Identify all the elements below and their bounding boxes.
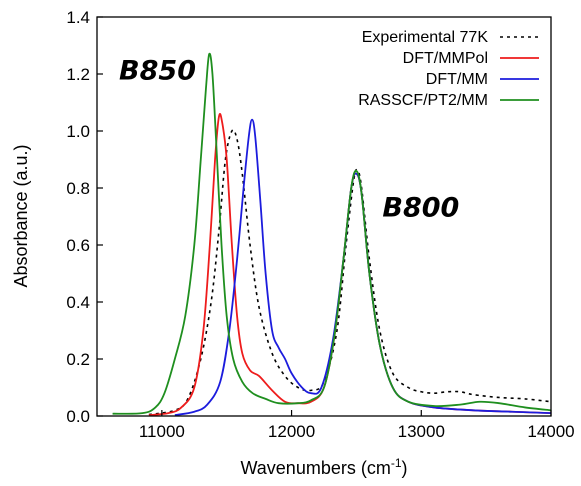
legend-label-1: DFT/MMPol bbox=[403, 50, 488, 67]
legend-label-2: DFT/MM bbox=[426, 71, 488, 88]
annotation-b850: B850 bbox=[119, 56, 196, 87]
y-tick-label: 0.0 bbox=[66, 407, 90, 426]
y-tick-label: 0.2 bbox=[66, 350, 90, 369]
series-line-0 bbox=[148, 129, 552, 416]
legend-label-0: Experimental 77K bbox=[362, 29, 489, 46]
series-layer bbox=[112, 52, 552, 417]
x-tick-label: 12000 bbox=[268, 422, 315, 441]
ticks-layer: 11000 12000 13000 14000 0.0 0.2 0.4 0.6 0.8 1.0 1.… bbox=[66, 8, 574, 441]
y-tick-label: 0.6 bbox=[66, 236, 90, 255]
legend: Experimental 77K DFT/MMPol DFT/MM RASSCF/PT… bbox=[358, 29, 539, 109]
y-tick-label: 0.4 bbox=[66, 293, 90, 312]
y-axis-label: Absorbance (a.u.) bbox=[11, 144, 31, 287]
annotation-b800: B800 bbox=[382, 193, 459, 224]
x-axis-label: Wavenumbers (cm-1) bbox=[240, 456, 407, 478]
y-tick-label: 1.2 bbox=[66, 65, 90, 84]
y-tick-label: 1.4 bbox=[66, 8, 90, 27]
x-tick-label: 14000 bbox=[527, 422, 574, 441]
plot-frame bbox=[96, 16, 552, 417]
y-tick-label: 0.8 bbox=[66, 179, 90, 198]
y-tick-label: 1.0 bbox=[66, 122, 90, 141]
annotations-layer: B850 B800 bbox=[119, 56, 459, 224]
x-tick-label: 11000 bbox=[139, 422, 185, 441]
legend-label-3: RASSCF/PT2/MM bbox=[358, 92, 488, 109]
x-tick-label: 13000 bbox=[398, 422, 445, 441]
x-axis-label-superscript: -1 bbox=[391, 456, 402, 470]
series-line-3 bbox=[112, 52, 552, 415]
